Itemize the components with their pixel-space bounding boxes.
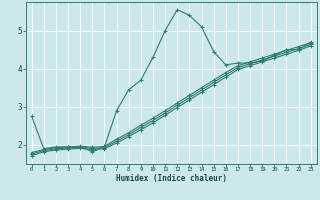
X-axis label: Humidex (Indice chaleur): Humidex (Indice chaleur)	[116, 174, 227, 183]
